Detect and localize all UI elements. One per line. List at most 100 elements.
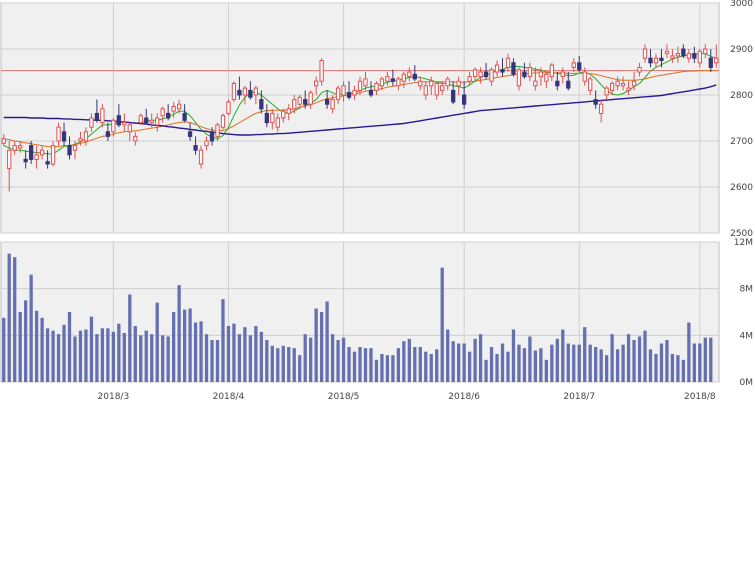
candle-body [445, 78, 450, 87]
volume-bar [106, 328, 110, 382]
volume-bar [330, 334, 335, 382]
volume-bar [632, 340, 636, 382]
volume-bar [566, 343, 570, 382]
candle-body [588, 78, 593, 91]
volume-bar [45, 328, 50, 382]
volume-bar [221, 299, 225, 382]
candle-body [697, 50, 702, 64]
volume-bar [374, 359, 379, 382]
volume-bar [34, 310, 39, 382]
volume-bar [89, 316, 94, 382]
candle-body [275, 117, 280, 128]
candle-body [83, 131, 89, 142]
x-tick-label: 2018/3 [98, 392, 130, 402]
volume-bar [259, 331, 263, 382]
volume-bar [599, 349, 603, 382]
volume-bar [172, 312, 176, 382]
volume-bar [528, 336, 532, 382]
volume-bar [182, 309, 187, 382]
candle-body [171, 106, 176, 112]
candle-body [144, 117, 149, 124]
candle-body [456, 80, 461, 87]
volume-bar [610, 334, 614, 382]
volume-bar [18, 312, 22, 382]
volume-bar [161, 335, 165, 382]
volume-bar [193, 322, 198, 382]
volume-bar [95, 334, 99, 382]
volume-bar [489, 347, 494, 382]
volume-bar [363, 348, 368, 382]
candle-body [198, 149, 204, 165]
volume-bar [457, 343, 461, 382]
candle-body [29, 145, 34, 160]
candle-body [692, 53, 697, 59]
volume-bar [681, 359, 686, 382]
volume-bar [484, 359, 488, 382]
volume-bar [550, 344, 554, 382]
candle-body [363, 78, 368, 87]
x-tick-label: 2018/8 [684, 392, 716, 402]
candle-body [105, 131, 111, 137]
volume-bar [13, 257, 17, 382]
candle-body [681, 48, 686, 57]
candle-body [149, 119, 154, 124]
candle-body [407, 71, 412, 78]
volume-bar [572, 344, 576, 382]
volume-bar [539, 348, 543, 382]
candle-body [209, 131, 215, 142]
candle-body [390, 78, 396, 82]
candle-body [237, 89, 242, 96]
volume-bar [78, 330, 83, 382]
volume-bar [204, 334, 209, 382]
candle-body [12, 145, 17, 151]
candle-body [39, 149, 45, 156]
volume-bar [478, 334, 483, 382]
volume-bar [391, 355, 395, 382]
volume-bar [139, 335, 143, 382]
volume-bar [67, 312, 72, 382]
volume-bar-layer [2, 253, 713, 382]
candle-body [264, 112, 269, 124]
candle-body [440, 85, 445, 91]
volume-bar [418, 347, 422, 382]
volume-bar [237, 334, 242, 382]
candle-body [259, 99, 264, 110]
volume-bar [325, 301, 329, 382]
volume-bar [511, 329, 516, 382]
candle-body [582, 71, 587, 82]
volume-bar [7, 253, 11, 382]
candle-body [505, 57, 511, 68]
volume-bar [385, 355, 390, 382]
candlestick-layer [1, 44, 719, 192]
volume-bar [621, 344, 625, 382]
volume-bar [467, 351, 472, 382]
price-panel: 3000 2900 2800 2700 2600 2500 [0, 0, 753, 239]
volume-bar [51, 330, 55, 382]
candle-body [314, 80, 319, 87]
volume-panel: 12M 8M 4M 0M 2018/3 2018/4 2018/5 2018/6 2018/7… [0, 238, 753, 402]
volume-y-axis: 12M 8M 4M 0M [734, 238, 753, 388]
volume-bar [347, 347, 351, 382]
volume-bar [84, 329, 88, 382]
candle-body [478, 71, 483, 78]
x-tick-label: 2018/7 [563, 392, 595, 402]
candle-body [187, 131, 193, 137]
candle-body [434, 83, 439, 96]
volume-bar [166, 336, 170, 382]
candle-body [615, 80, 620, 87]
candle-body [708, 57, 713, 68]
candle-body [418, 80, 423, 87]
candle-body [89, 117, 94, 128]
candle-body [664, 50, 670, 55]
volume-bar [583, 327, 587, 382]
candle-body [467, 76, 472, 82]
volume-bar [40, 317, 44, 382]
x-tick-label: 2018/6 [448, 392, 480, 402]
volume-bar [358, 347, 362, 382]
volume-bar [703, 337, 707, 382]
candle-body [461, 94, 467, 105]
volume-bar [24, 300, 28, 382]
volume-bar [210, 340, 214, 382]
volume-bar [698, 343, 702, 382]
price-tick-label: 2800 [730, 91, 753, 101]
